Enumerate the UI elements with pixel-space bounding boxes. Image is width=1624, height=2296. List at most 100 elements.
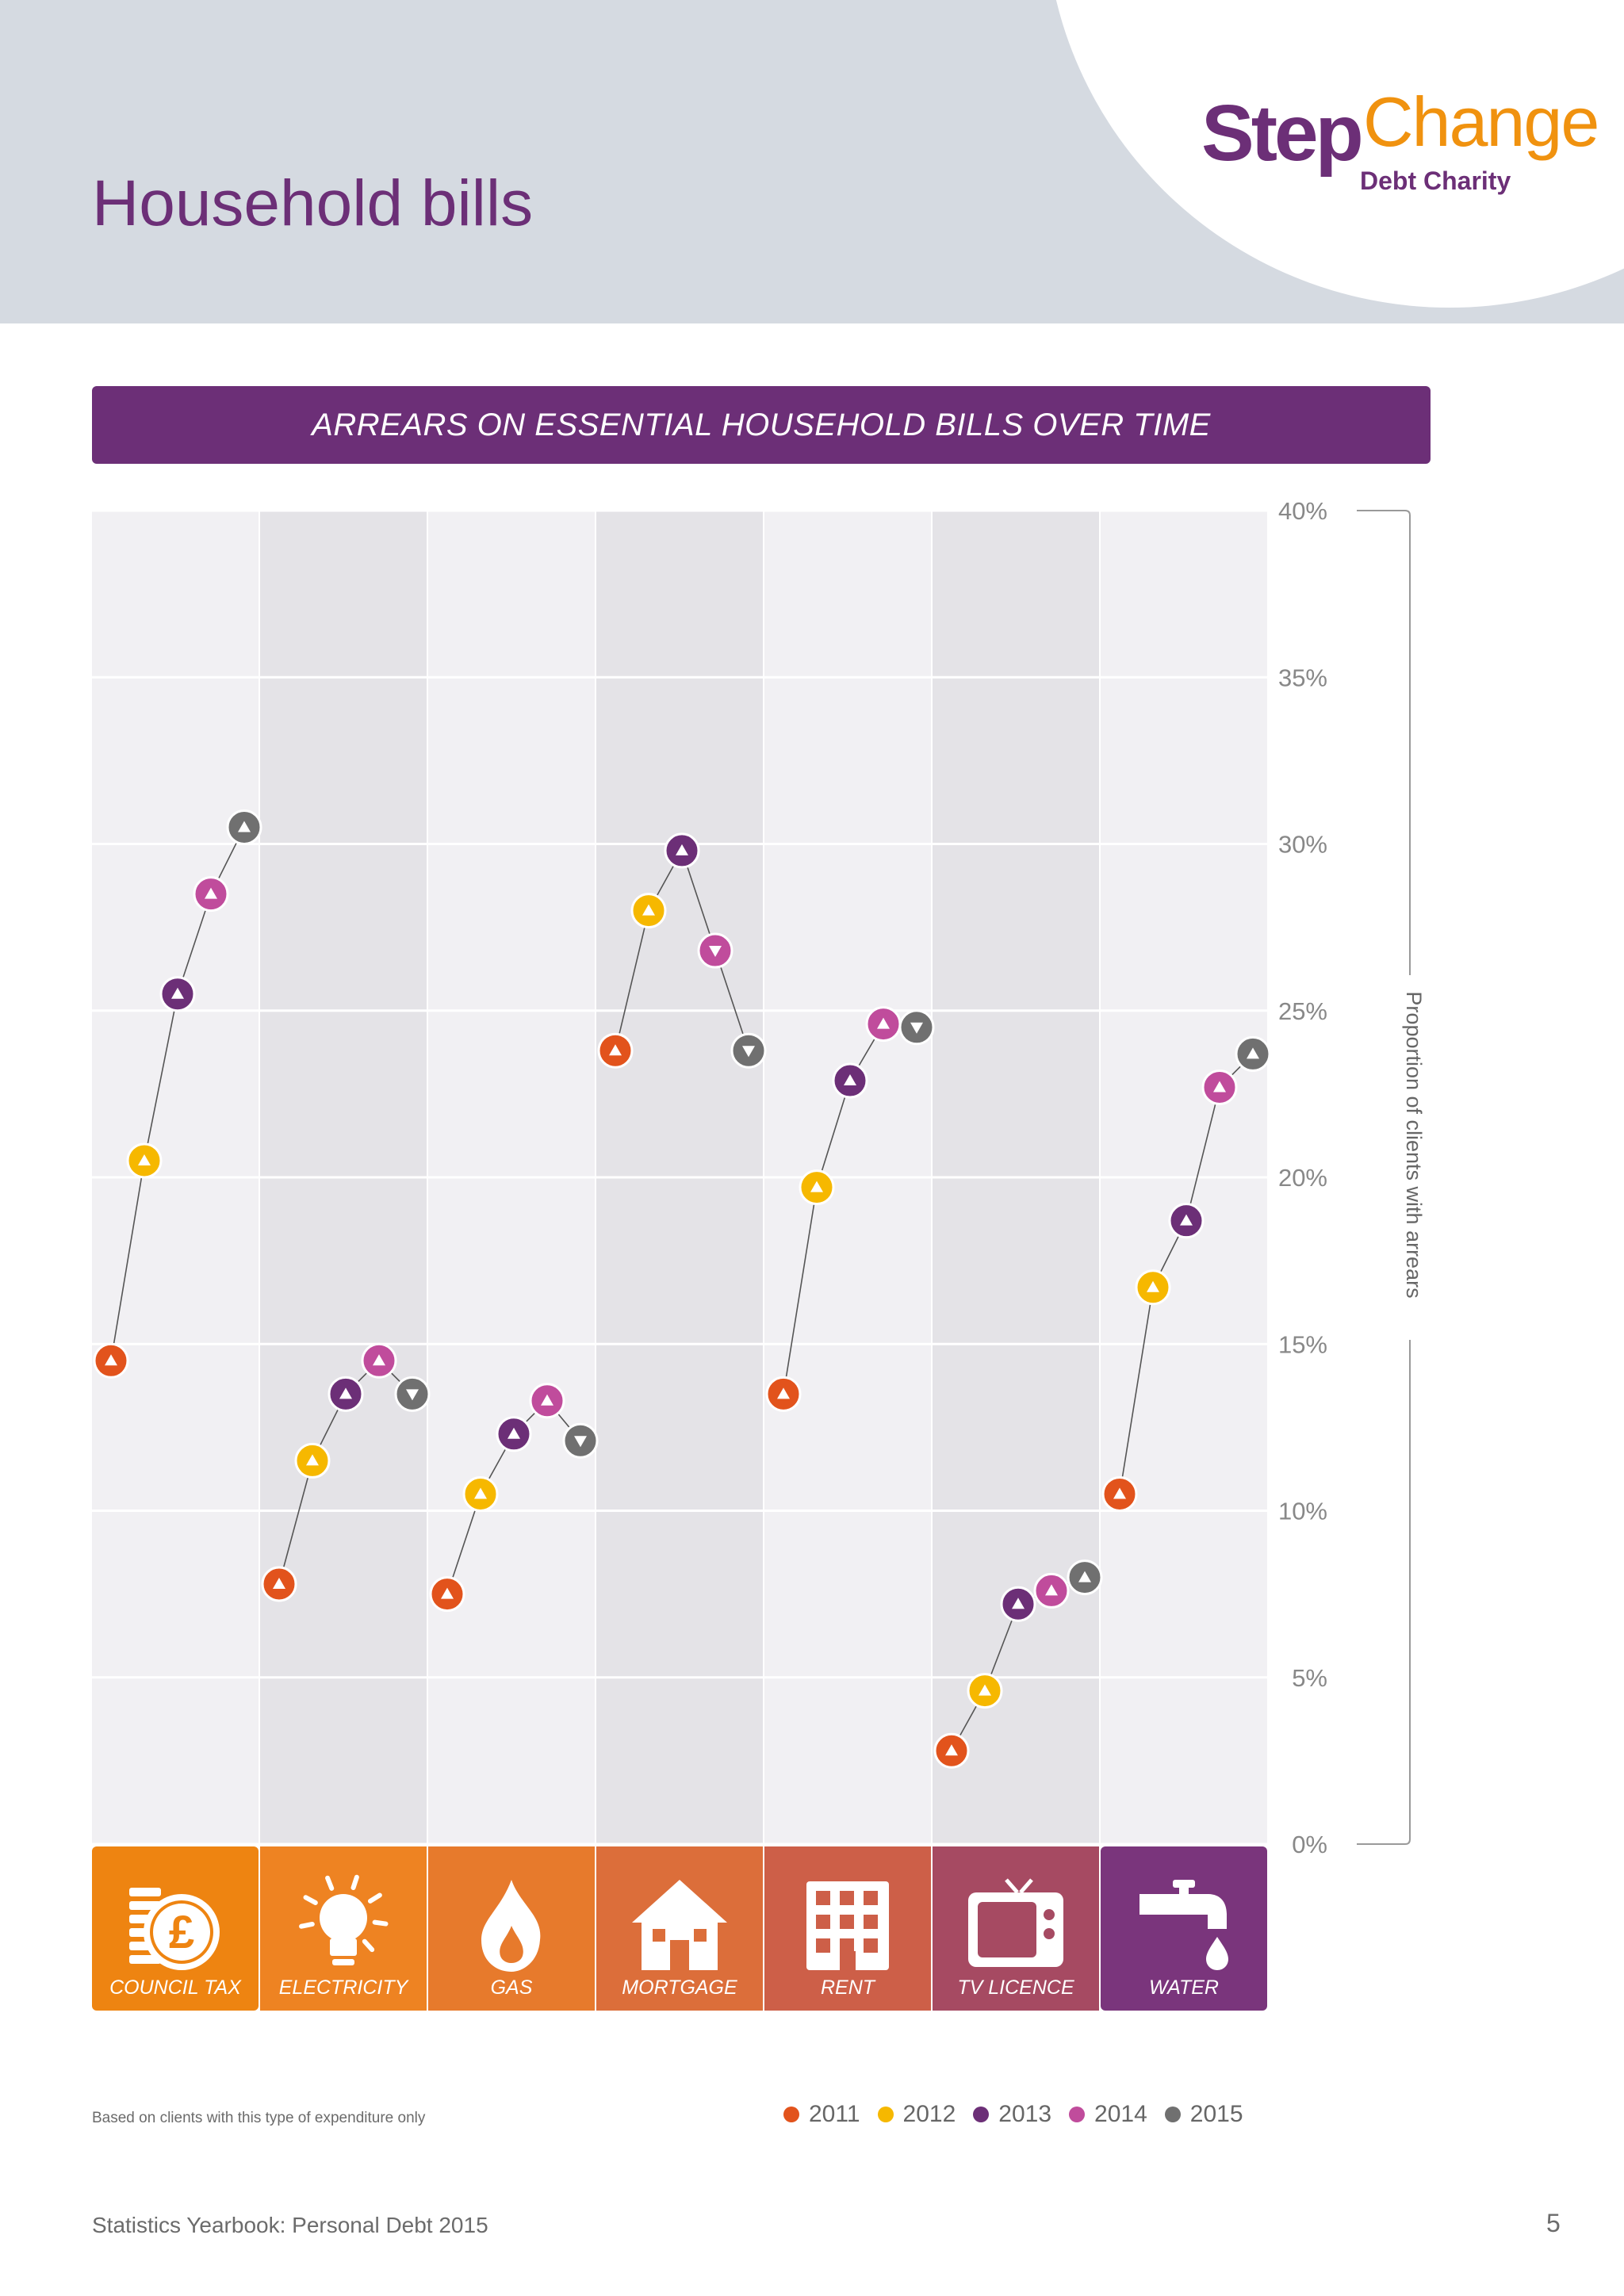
data-point — [597, 1032, 634, 1069]
legend-item-2012: 2012 — [877, 2101, 956, 2128]
data-point — [898, 1009, 935, 1046]
up-arrow-icon — [1247, 1047, 1259, 1059]
y-tick-label: 15% — [1278, 1330, 1327, 1358]
data-point — [730, 1032, 767, 1069]
chart-legend: 2011 2012 2013 2014 2015 — [783, 2101, 1243, 2128]
up-arrow-icon — [945, 1744, 958, 1756]
y-tick-label: 25% — [1278, 997, 1327, 1025]
up-arrow-icon — [777, 1387, 790, 1399]
down-arrow-icon — [406, 1389, 419, 1401]
data-point — [967, 1673, 1003, 1709]
legend-item-2015: 2015 — [1164, 2101, 1243, 2128]
legend-dot — [1069, 2107, 1086, 2122]
up-arrow-icon — [609, 1044, 622, 1056]
data-point — [1000, 1586, 1036, 1622]
category-label: MORTGAGE — [622, 1976, 737, 1999]
y-tick-label: 5% — [1292, 1664, 1327, 1692]
up-arrow-icon — [1045, 1584, 1058, 1596]
lightbulb-icon — [299, 1874, 389, 1965]
up-arrow-icon — [877, 1017, 890, 1029]
data-point — [765, 1376, 802, 1412]
up-arrow-icon — [676, 844, 688, 855]
footnote: Based on clients with this type of expen… — [92, 2110, 426, 2126]
data-point — [462, 1475, 499, 1512]
legend-label: 2015 — [1189, 2101, 1243, 2127]
up-arrow-icon — [138, 1154, 151, 1165]
data-point — [933, 1732, 970, 1769]
logo-subtitle: Debt Charity — [1360, 166, 1511, 195]
up-arrow-icon — [339, 1387, 352, 1399]
up-arrow-icon — [1113, 1487, 1126, 1499]
up-arrow-icon — [979, 1684, 991, 1696]
legend-label: 2011 — [809, 2101, 860, 2127]
stepchange-logo: Step Change Debt Charity — [1201, 87, 1599, 205]
up-arrow-icon — [1180, 1214, 1193, 1226]
data-point — [630, 893, 667, 929]
category-tile: RENT — [764, 1846, 931, 2011]
y-tick-label: 35% — [1278, 664, 1327, 691]
category-label: ELECTRICITY — [279, 1976, 410, 1999]
category-tile: WATER — [1101, 1846, 1267, 2011]
up-arrow-icon — [642, 904, 655, 916]
y-tick-label: 30% — [1278, 831, 1327, 859]
up-arrow-icon — [810, 1181, 823, 1192]
data-point — [394, 1376, 431, 1412]
legend-dot — [783, 2107, 799, 2122]
category-tile: ELECTRICITY — [260, 1846, 427, 2011]
up-arrow-icon — [1078, 1571, 1091, 1582]
up-arrow-icon — [273, 1578, 285, 1590]
data-point — [93, 1342, 129, 1379]
up-arrow-icon — [373, 1354, 385, 1366]
logo-change-text: Change — [1363, 82, 1599, 161]
legend-dot — [973, 2107, 990, 2122]
legend-item-2013: 2013 — [973, 2101, 1051, 2128]
up-arrow-icon — [105, 1354, 117, 1366]
up-arrow-icon — [171, 987, 184, 999]
data-point — [562, 1422, 599, 1459]
up-arrow-icon — [1213, 1081, 1226, 1093]
data-point — [697, 932, 733, 969]
down-arrow-icon — [574, 1436, 587, 1448]
up-arrow-icon — [1147, 1280, 1159, 1292]
data-point — [832, 1062, 868, 1099]
data-point — [126, 1142, 163, 1179]
data-point — [1201, 1069, 1238, 1105]
category-tile: MORTGAGE — [596, 1846, 763, 2011]
y-tick-label: 0% — [1292, 1831, 1327, 1858]
data-point — [361, 1342, 397, 1379]
down-arrow-icon — [709, 946, 722, 958]
category-label: RENT — [821, 1976, 876, 1999]
category-tile-background — [1101, 1846, 1267, 2011]
category-label: WATER — [1149, 1976, 1219, 1999]
svg-text:£: £ — [169, 1907, 194, 1958]
up-arrow-icon — [508, 1427, 520, 1439]
data-point — [193, 876, 229, 913]
data-point — [261, 1566, 297, 1602]
category-label: GAS — [491, 1976, 533, 1999]
tap-icon — [1139, 1880, 1228, 1970]
up-arrow-icon — [306, 1454, 319, 1466]
data-point — [327, 1376, 364, 1412]
data-point — [294, 1442, 331, 1479]
data-point — [226, 809, 262, 845]
legend-dot — [1164, 2107, 1181, 2122]
page-header: Household bills Step Change Debt Charity — [0, 0, 1624, 323]
coins-pound-icon: £ — [129, 1888, 220, 1970]
legend-item-2014: 2014 — [1069, 2101, 1147, 2128]
data-point — [865, 1006, 902, 1043]
up-arrow-icon — [205, 887, 217, 899]
legend-label: 2012 — [902, 2101, 956, 2127]
data-point — [429, 1576, 465, 1613]
data-point — [1033, 1572, 1070, 1609]
y-tick-label: 40% — [1278, 497, 1327, 525]
page-number: 5 — [1546, 2209, 1561, 2237]
y-tick-label: 10% — [1278, 1498, 1327, 1525]
up-arrow-icon — [844, 1074, 856, 1086]
footer-title: Statistics Yearbook: Personal Debt 2015 — [92, 2213, 488, 2237]
up-arrow-icon — [238, 821, 251, 832]
down-arrow-icon — [910, 1022, 923, 1034]
data-point — [529, 1383, 565, 1419]
chart-title: ARREARS ON ESSENTIAL HOUSEHOLD BILLS OVE… — [92, 386, 1431, 464]
data-point — [664, 832, 700, 869]
legend-item-2011: 2011 — [783, 2101, 860, 2128]
